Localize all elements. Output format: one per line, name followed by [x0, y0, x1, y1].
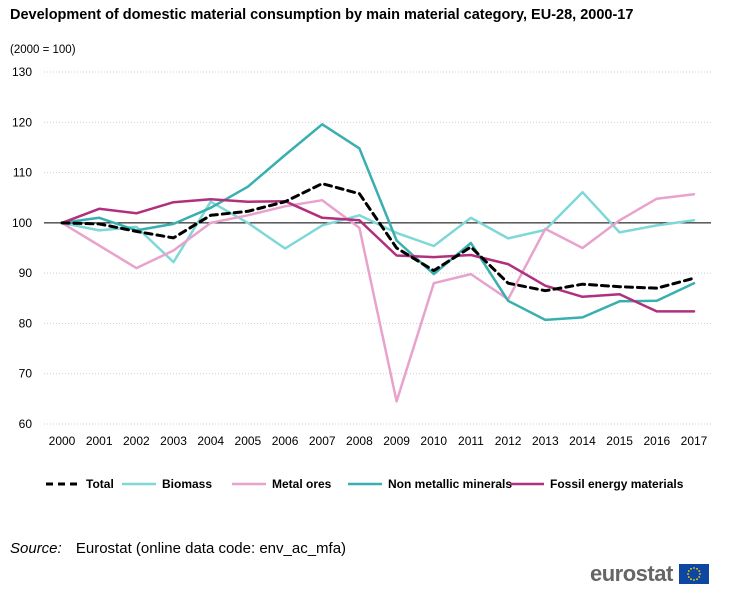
y-tick-label: 70 [19, 367, 33, 381]
series-line-metal-ores [60, 192, 696, 403]
x-tick-label: 2006 [272, 434, 299, 448]
x-tick-label: 2017 [681, 434, 708, 448]
y-tick-label: 60 [19, 417, 33, 431]
x-tick-label: 2015 [606, 434, 633, 448]
line-chart: 60 70 80 90 100 110 120 130 2000 2001 2002 2003 2004… [12, 65, 711, 491]
x-tick-label: 2000 [49, 434, 76, 448]
source-label: Source: [10, 540, 62, 557]
y-tick-label: 100 [12, 216, 32, 230]
legend-label: Biomass [162, 477, 212, 491]
legend-label: Total [86, 477, 114, 491]
chart-title: Development of domestic material consump… [10, 7, 634, 23]
legend-label: Metal ores [272, 477, 332, 491]
eu-flag-icon [678, 564, 709, 584]
series-line-biomass [60, 190, 696, 264]
chart-subtitle: (2000 = 100) [10, 44, 76, 56]
series-line-fossil-energy-materials [60, 197, 696, 313]
x-tick-label: 2016 [643, 434, 670, 448]
x-tick-label: 2003 [160, 434, 187, 448]
x-tick-label: 2001 [86, 434, 113, 448]
x-tick-label: 2004 [197, 434, 224, 448]
x-tick-label: 2014 [569, 434, 596, 448]
y-tick-label: 120 [12, 115, 32, 129]
legend-label: Fossil energy materials [550, 477, 684, 491]
legend-label: Non metallic minerals [388, 477, 512, 491]
x-tick-label: 2013 [532, 434, 559, 448]
x-tick-label: 2009 [383, 434, 410, 448]
source-note: Source: Eurostat (online data code: env_… [10, 540, 346, 557]
x-tick-label: 2002 [123, 434, 150, 448]
y-tick-label: 90 [19, 266, 33, 280]
logo-text: eurostat [590, 561, 673, 586]
y-tick-label: 130 [12, 65, 32, 79]
series-line-total [60, 182, 696, 293]
eurostat-logo: eurostat [590, 561, 709, 586]
source-text: Eurostat (online data code: env_ac_mfa) [75, 540, 347, 557]
x-tick-label: 2011 [458, 434, 484, 448]
x-tick-label: 2008 [346, 434, 373, 448]
x-tick-label: 2010 [420, 434, 447, 448]
series-line-non-metallic-minerals [60, 123, 696, 322]
x-tick-label: 2007 [309, 434, 336, 448]
y-tick-label: 110 [13, 166, 32, 180]
y-tick-label: 80 [19, 316, 33, 330]
x-tick-label: 2005 [235, 434, 262, 448]
x-tick-label: 2012 [495, 434, 522, 448]
